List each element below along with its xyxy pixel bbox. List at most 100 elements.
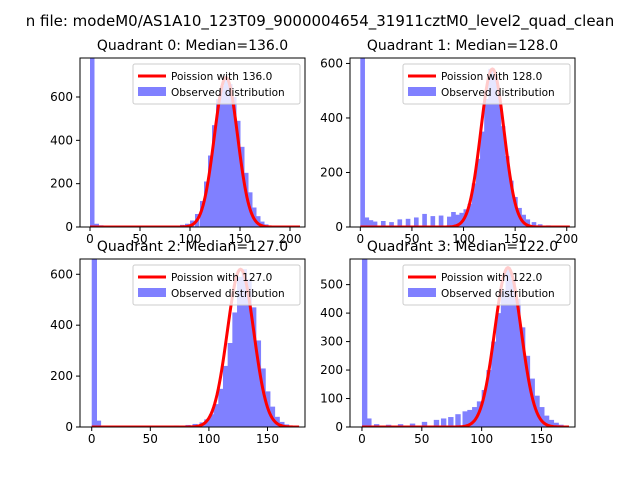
histogram-bar [366, 418, 372, 427]
histogram-bar [451, 212, 456, 227]
histogram-bar [500, 126, 506, 227]
histogram-bar [500, 290, 507, 427]
histogram-bar [491, 341, 497, 427]
histogram-bar [467, 203, 473, 227]
histogram-bar [204, 419, 210, 427]
histogram-bar [220, 86, 225, 227]
histogram-bar [430, 216, 436, 227]
histogram-bar [255, 340, 262, 427]
histogram-bar [200, 201, 205, 227]
x-tick-label: 0 [357, 232, 365, 246]
y-tick-label: 0 [65, 420, 73, 434]
histogram-bar [227, 343, 233, 427]
histogram-bar [480, 131, 485, 227]
legend: Poission with 122.0 Observed distribution [402, 264, 571, 306]
legend-label-observed: Observed distribution [441, 288, 555, 300]
histogram-bar [462, 411, 468, 427]
histogram-bar [360, 58, 365, 227]
histogram-bar [241, 269, 247, 427]
subplot-title: Quadrant 0: Median=136.0 [97, 38, 288, 54]
poisson-curve-group [361, 266, 570, 427]
y-tick-label: 400 [320, 306, 343, 320]
histogram-bar [438, 215, 444, 227]
histogram-bar [553, 422, 559, 427]
y-tick-label: 200 [320, 165, 343, 179]
histogram-bar [95, 420, 102, 427]
histogram-bar [232, 312, 238, 427]
y-tick-label: 200 [50, 369, 73, 383]
y-tick-label: 300 [320, 335, 343, 349]
legend-label-observed: Observed distribution [171, 288, 285, 300]
histogram-bar [471, 183, 477, 227]
histogram-bar [91, 259, 97, 427]
histogram-bar [484, 98, 489, 227]
x-tick-label: 200 [279, 232, 302, 246]
histogram-bar [237, 276, 243, 427]
histogram-bar [372, 221, 378, 227]
histogram-bar [251, 307, 257, 427]
histogram-bar [510, 278, 516, 427]
legend-label-poisson: Poission with 122.0 [441, 272, 542, 284]
histogram-bar [505, 267, 511, 427]
axes-frame [349, 258, 576, 428]
y-tick-label: 200 [50, 177, 73, 191]
subplot-quadrant-0: 0 50 100 150 200 0 200 400 600 Quadrant 0: Median… [50, 38, 306, 246]
histogram-bar [467, 409, 473, 427]
x-tick-label: 100 [179, 232, 202, 246]
legend-patch-swatch [408, 87, 436, 96]
histogram-bar [224, 77, 229, 227]
histogram-bar [90, 58, 95, 227]
legend: Poission with 128.0 Observed distribution [402, 63, 571, 105]
x-tick-label: 0 [86, 232, 94, 246]
legend-box [132, 264, 301, 306]
histogram-bar [496, 313, 502, 427]
histogram-bar [543, 415, 550, 427]
histogram-bars [91, 259, 294, 427]
histogram-bar [256, 216, 261, 227]
histogram-bar [488, 68, 493, 227]
y-tick-label: 400 [320, 111, 343, 125]
histogram-bar [448, 417, 454, 427]
histogram-bars [90, 58, 300, 227]
x-tick-label: 0 [358, 432, 366, 446]
poisson-curve [361, 266, 570, 427]
histogram-bar [421, 421, 428, 427]
subplot-quadrant-3: 0 50 100 150 0 100 200 300 400 500 Quadrant 3: Med… [320, 239, 576, 446]
subplot-title: Quadrant 1: Median=128.0 [367, 38, 558, 54]
histogram-bar [397, 219, 403, 227]
histogram-bar [216, 99, 221, 227]
legend-label-poisson: Poission with 128.0 [441, 71, 542, 83]
y-tick-label: 400 [50, 133, 73, 147]
legend-patch-swatch [138, 288, 166, 297]
y-tick-label: 600 [50, 267, 73, 281]
x-tick-label: 150 [530, 432, 553, 446]
histogram-bar [515, 298, 521, 427]
legend-label-observed: Observed distribution [441, 87, 555, 99]
axes-frame [79, 258, 306, 428]
histogram-bar [455, 214, 460, 227]
axes-frame [349, 57, 576, 228]
histogram-bar [524, 355, 531, 427]
legend-label-poisson: Poission with 136.0 [171, 71, 272, 83]
histogram-bar [413, 217, 419, 227]
figure-suptitle: n file: modeM0/AS1A10_123T09_9000004654_… [26, 12, 615, 31]
x-tick-label: 0 [88, 432, 96, 446]
histogram-bar [364, 217, 370, 227]
y-tick-label: 400 [50, 318, 73, 332]
subplot-title: Quadrant 2: Median=127.0 [97, 239, 288, 255]
subplot-quadrant-2: 0 50 100 150 0 200 400 600 Quadrant 2: Median=12… [50, 239, 306, 446]
x-tick-label: 50 [132, 232, 147, 246]
x-tick-label: 150 [229, 232, 252, 246]
histogram-bar [496, 96, 502, 227]
subplots: 0 50 100 150 200 0 200 400 600 Quadrant 0: Median… [50, 38, 578, 446]
poisson-curve [89, 76, 301, 227]
histogram-bar [422, 213, 427, 227]
legend-label-poisson: Poission with 127.0 [171, 272, 272, 284]
x-tick-label: 150 [504, 232, 527, 246]
histogram-bar [548, 419, 555, 427]
y-tick-label: 600 [320, 56, 343, 70]
histogram-bars [360, 58, 572, 227]
y-tick-label: 0 [335, 420, 343, 434]
legend: Poission with 136.0 Observed distribution [132, 63, 301, 105]
